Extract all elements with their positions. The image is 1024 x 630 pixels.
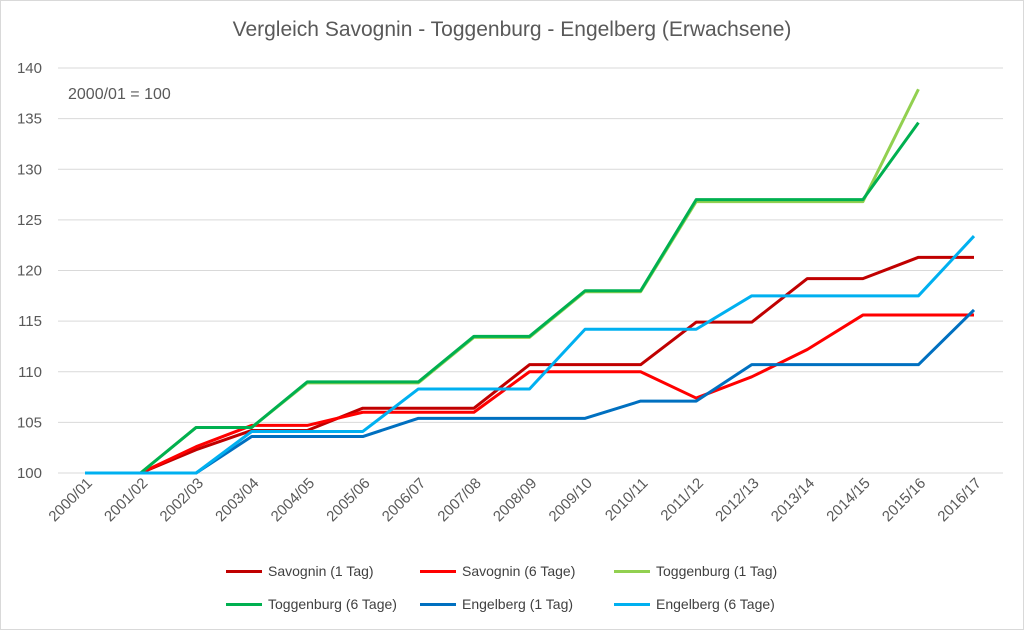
x-tick-label: 2002/03 [157, 475, 207, 525]
legend-label: Toggenburg (6 Tage) [268, 596, 397, 612]
legend-item: Toggenburg (6 Tage) [226, 596, 397, 612]
legend-label: Savognin (1 Tag) [268, 563, 374, 579]
x-tick-label: 2005/06 [323, 475, 373, 525]
legend-label: Savognin (6 Tage) [462, 563, 576, 579]
legend-item: Savognin (6 Tage) [420, 563, 575, 579]
x-tick-label: 2012/13 [712, 475, 762, 525]
x-tick-label: 2007/08 [434, 475, 484, 525]
legend-swatch [420, 569, 456, 573]
legend-swatch [614, 569, 650, 573]
legend-item: Engelberg (1 Tag) [420, 596, 573, 612]
series-line-engelberg-6-tage [85, 235, 976, 475]
y-tick-label: 130 [17, 161, 42, 178]
series-line-toggenburg-1-tag [85, 88, 920, 475]
x-tick-label: 2008/09 [490, 475, 540, 525]
x-tick-label: 2015/16 [879, 475, 929, 525]
legend-swatch [226, 569, 262, 573]
x-tick-label: 2003/04 [212, 475, 262, 525]
y-tick-label: 125 [17, 212, 42, 229]
legend-label: Engelberg (1 Tag) [462, 596, 574, 612]
chart-annotation: 2000/01 = 100 [68, 86, 171, 103]
y-tick-label: 100 [17, 465, 42, 482]
x-tick-label: 2009/10 [546, 475, 596, 525]
x-tick-label: 2006/07 [379, 475, 429, 525]
y-tick-label: 115 [18, 313, 42, 330]
series-line-savognin-1-tag [85, 255, 974, 475]
x-tick-label: 2013/14 [768, 475, 818, 525]
legend-item: Savognin (1 Tag) [226, 563, 374, 579]
legend-swatch [614, 602, 650, 606]
x-tick-label: 2010/11 [602, 475, 652, 525]
x-tick-label: 2014/15 [823, 475, 873, 525]
x-tick-label: 2011/12 [657, 475, 707, 525]
y-tick-label: 120 [17, 263, 42, 280]
legend-item: Toggenburg (1 Tag) [614, 563, 777, 579]
x-tick-label: 2016/17 [934, 475, 984, 525]
y-tick-label: 135 [17, 111, 42, 128]
chart-title: Vergleich Savognin - Toggenburg - Engelb… [232, 18, 792, 41]
x-tick-label: 2000/01 [45, 475, 95, 525]
legend-swatch [226, 602, 262, 606]
y-tick-label: 110 [18, 364, 42, 381]
legend-item: Engelberg (6 Tage) [614, 596, 775, 612]
x-tick-label: 2001/02 [101, 475, 151, 525]
legend-label: Engelberg (6 Tage) [656, 596, 775, 612]
legend-swatch [420, 602, 456, 606]
y-tick-label: 105 [17, 414, 42, 431]
x-tick-label: 2004/05 [268, 475, 318, 525]
series-line-toggenburg-6-tage [85, 121, 920, 475]
y-tick-label: 140 [17, 60, 42, 77]
series-line-engelberg-1-tag [85, 308, 976, 475]
legend-label: Toggenburg (1 Tag) [656, 563, 778, 579]
series-line-savognin-6-tage [85, 313, 974, 475]
